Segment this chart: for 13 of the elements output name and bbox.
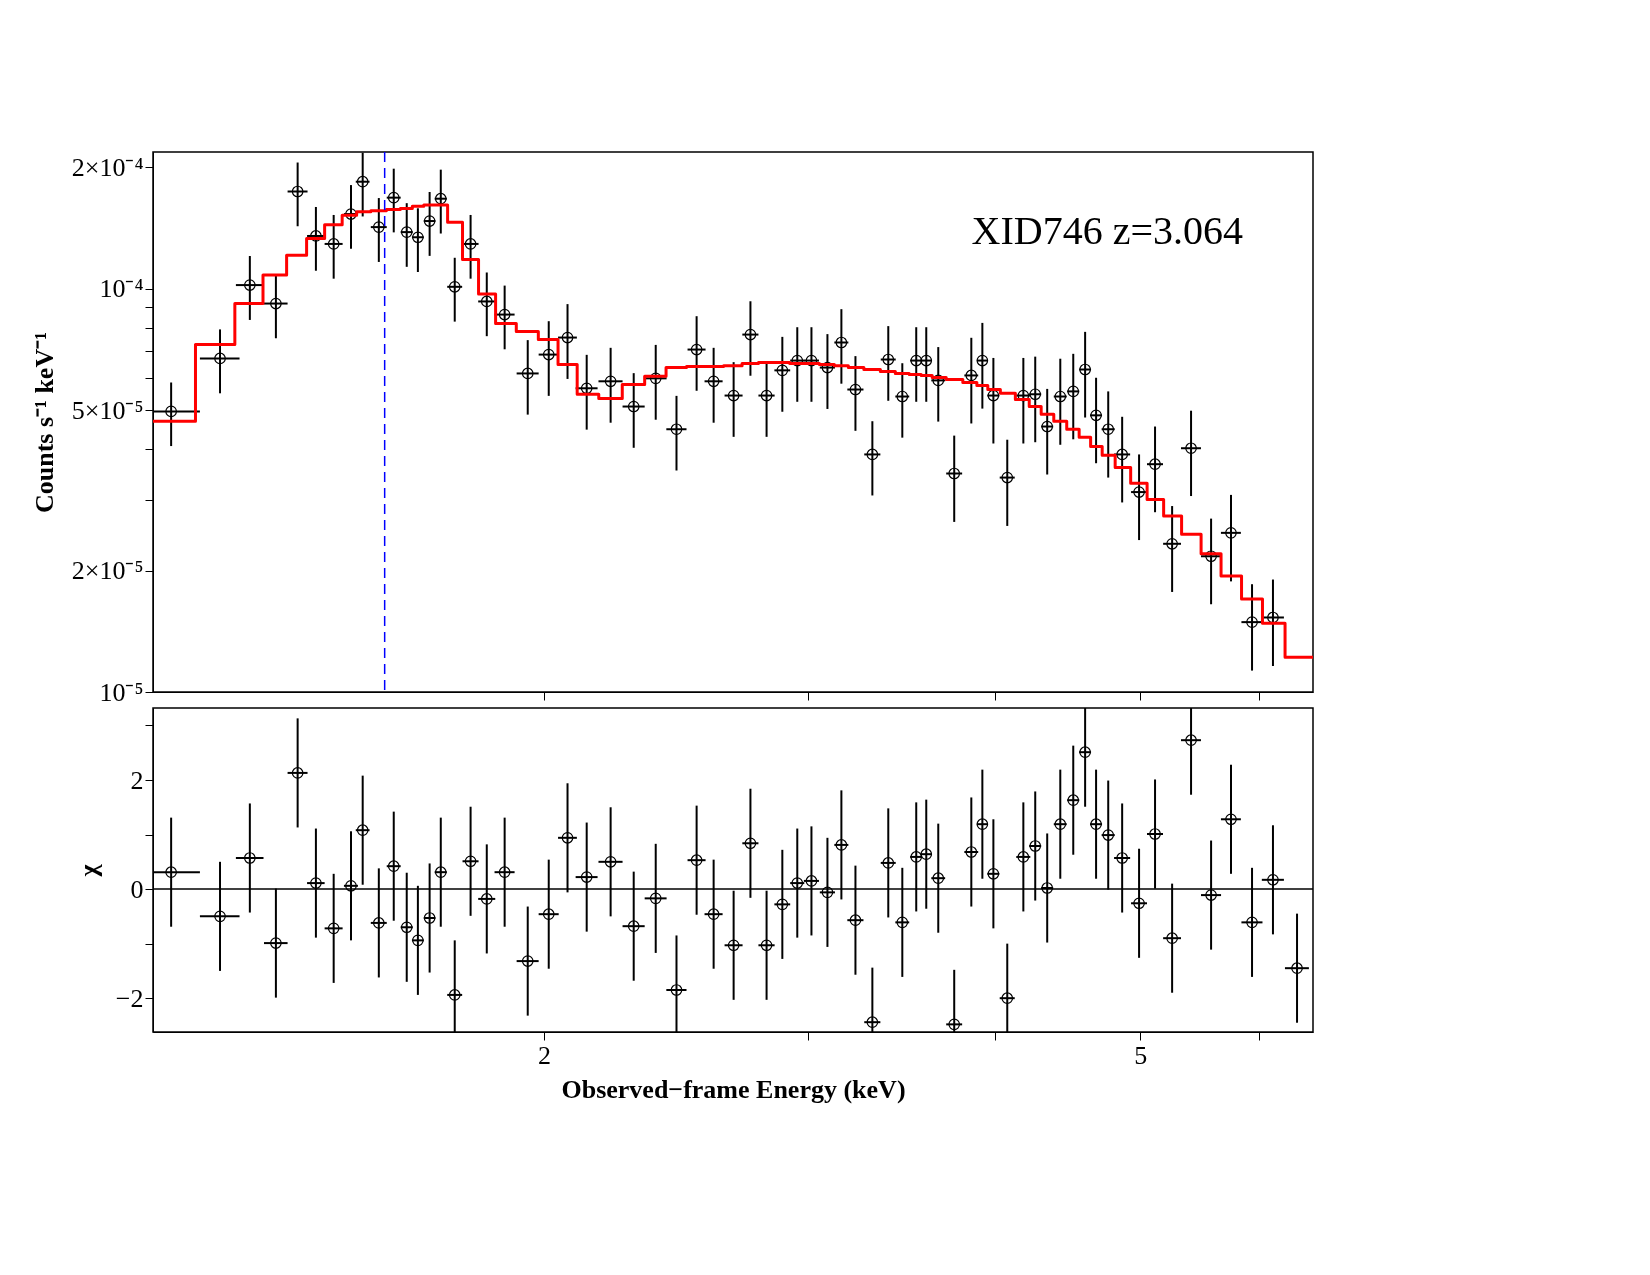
y-tick-label: 10⁻⁵: [99, 677, 144, 707]
y-tick-label: 2: [130, 765, 144, 795]
annotation: XID746 z=3.064: [971, 208, 1243, 253]
y-tick-label: 5×10⁻⁵: [71, 395, 144, 425]
x-tick-label: 5: [1134, 1040, 1148, 1070]
y-axis-title: χ: [73, 863, 103, 878]
y-tick-label: −2: [115, 983, 144, 1013]
y-tick-label: 2×10⁻⁴: [71, 152, 144, 182]
y-tick-label: 10⁻⁴: [99, 274, 144, 304]
x-axis-title: Observed−frame Energy (keV): [561, 1074, 906, 1104]
y-axis-title: Counts s⁻¹ keV⁻¹: [29, 332, 59, 513]
y-tick-label: 0: [130, 874, 144, 904]
y-tick-label: 2×10⁻⁵: [71, 556, 144, 586]
